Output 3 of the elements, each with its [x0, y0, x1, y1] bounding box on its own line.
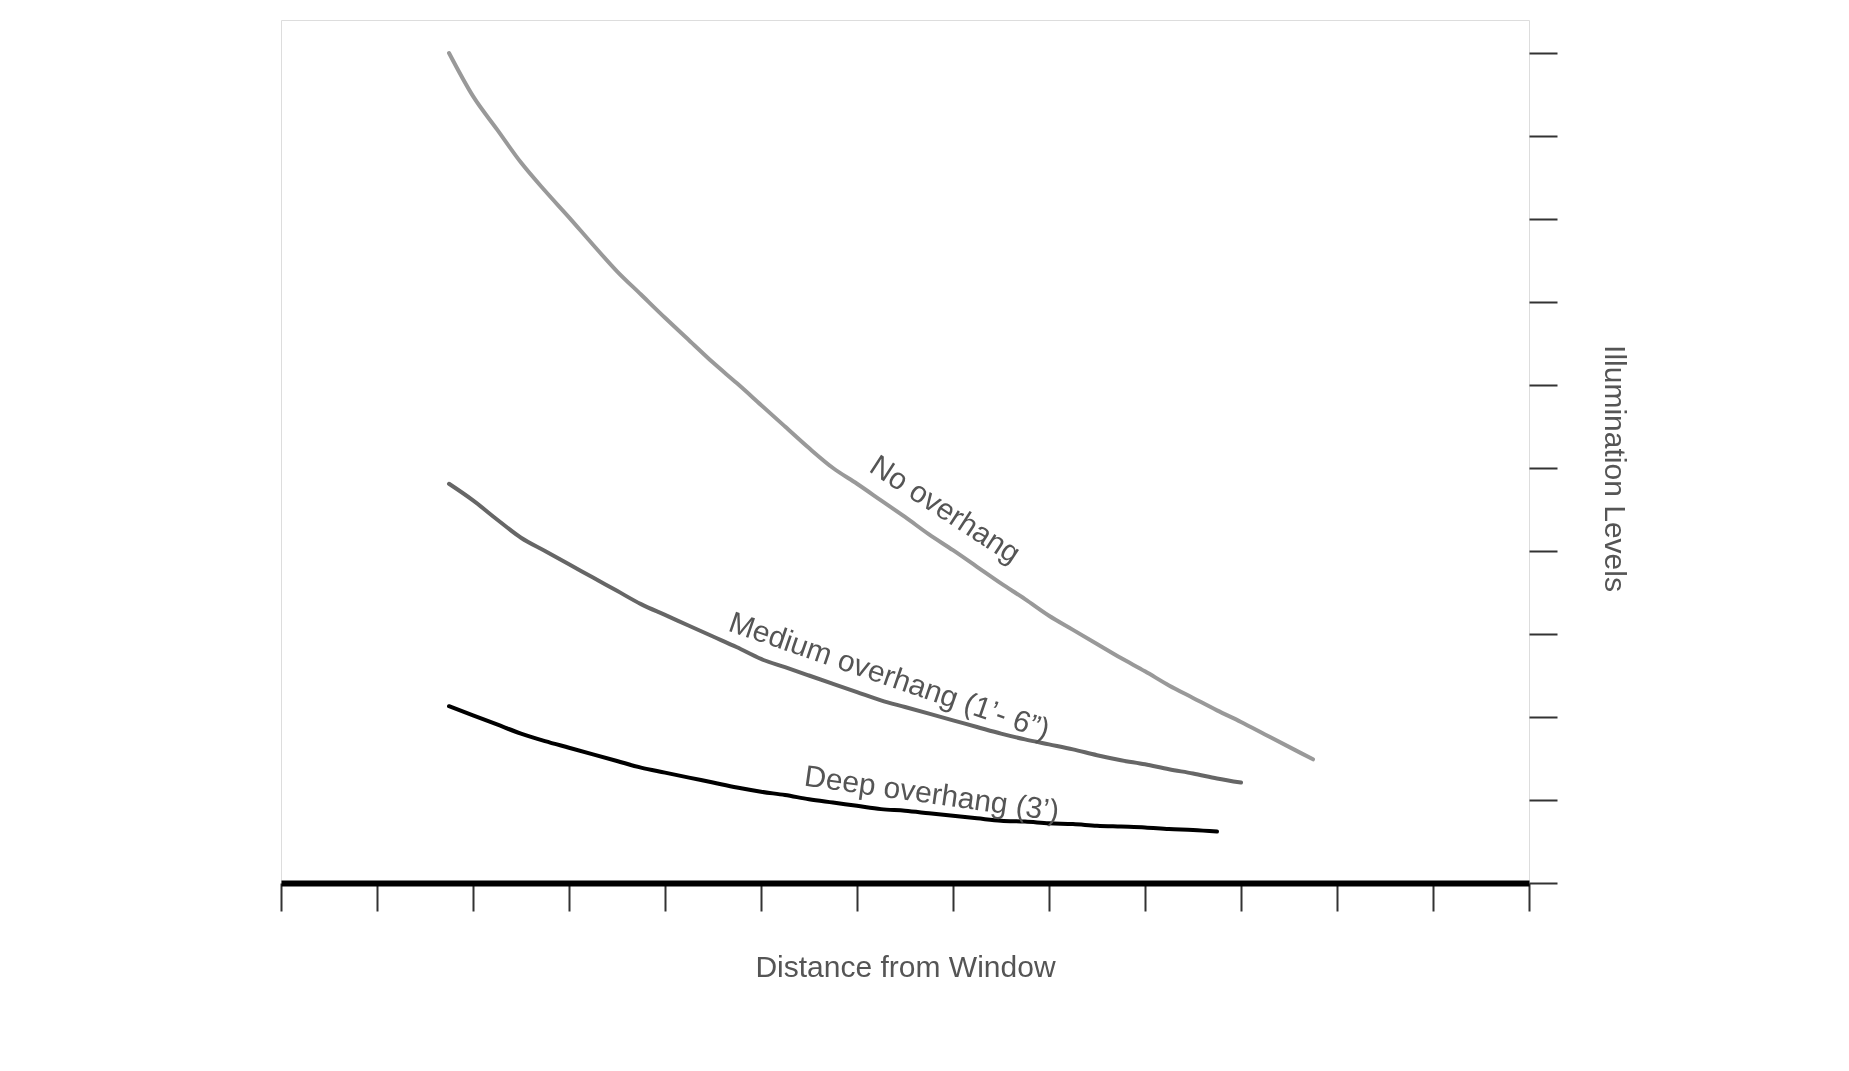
text: Deep overhang (3’)	[802, 758, 1062, 828]
y-axis-title: Illumination Levels	[1598, 345, 1632, 592]
x-axis-title: Distance from Window	[755, 949, 1056, 983]
